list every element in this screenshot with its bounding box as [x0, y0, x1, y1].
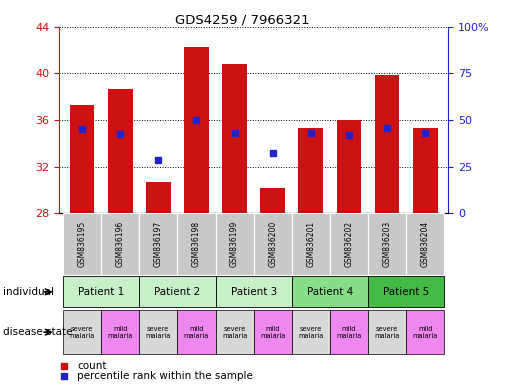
- Bar: [406, 213, 444, 275]
- Bar: [101, 213, 139, 275]
- Bar: [368, 310, 406, 354]
- Bar: [292, 276, 368, 307]
- Text: percentile rank within the sample: percentile rank within the sample: [77, 371, 253, 381]
- Bar: [222, 64, 247, 213]
- Bar: [139, 276, 215, 307]
- Bar: [63, 310, 101, 354]
- Text: GSM836199: GSM836199: [230, 221, 239, 267]
- Bar: [292, 310, 330, 354]
- Text: severe
malaria: severe malaria: [222, 326, 247, 339]
- Text: GSM836200: GSM836200: [268, 221, 277, 267]
- Text: severe
malaria: severe malaria: [298, 326, 323, 339]
- Text: GSM836203: GSM836203: [383, 221, 391, 267]
- Bar: [139, 213, 177, 275]
- Text: mild
malaria: mild malaria: [413, 326, 438, 339]
- Text: individual: individual: [3, 287, 54, 297]
- Text: GSM836195: GSM836195: [78, 221, 87, 267]
- Text: GSM836202: GSM836202: [345, 221, 353, 267]
- Bar: [298, 128, 323, 213]
- Text: GSM836197: GSM836197: [154, 221, 163, 267]
- Bar: [330, 213, 368, 275]
- Text: GSM836201: GSM836201: [306, 221, 315, 267]
- Text: count: count: [77, 361, 107, 371]
- Bar: [253, 213, 292, 275]
- Bar: [413, 128, 438, 213]
- Text: GSM836196: GSM836196: [116, 221, 125, 267]
- Bar: [146, 182, 171, 213]
- Text: Patient 2: Patient 2: [154, 287, 200, 297]
- Bar: [184, 47, 209, 213]
- Text: disease state: disease state: [3, 327, 72, 337]
- Text: Patient 1: Patient 1: [78, 287, 124, 297]
- Bar: [292, 213, 330, 275]
- Text: GSM836204: GSM836204: [421, 221, 430, 267]
- Bar: [108, 89, 132, 213]
- Bar: [139, 310, 177, 354]
- Text: GDS4259 / 7966321: GDS4259 / 7966321: [175, 13, 310, 26]
- Text: mild
malaria: mild malaria: [260, 326, 285, 339]
- Bar: [368, 213, 406, 275]
- Bar: [330, 310, 368, 354]
- Text: severe
malaria: severe malaria: [70, 326, 95, 339]
- Bar: [406, 310, 444, 354]
- Bar: [336, 120, 362, 213]
- Bar: [375, 74, 400, 213]
- Text: severe
malaria: severe malaria: [146, 326, 171, 339]
- Bar: [260, 187, 285, 213]
- Text: severe
malaria: severe malaria: [374, 326, 400, 339]
- Text: mild
malaria: mild malaria: [108, 326, 133, 339]
- Bar: [177, 213, 215, 275]
- Bar: [177, 310, 215, 354]
- Bar: [63, 276, 139, 307]
- Bar: [215, 213, 253, 275]
- Bar: [101, 310, 139, 354]
- Text: GSM836198: GSM836198: [192, 221, 201, 267]
- Bar: [215, 310, 253, 354]
- Bar: [63, 213, 101, 275]
- Text: Patient 4: Patient 4: [307, 287, 353, 297]
- Text: Patient 5: Patient 5: [383, 287, 429, 297]
- Bar: [368, 276, 444, 307]
- Text: Patient 3: Patient 3: [231, 287, 277, 297]
- Bar: [253, 310, 292, 354]
- Text: mild
malaria: mild malaria: [184, 326, 209, 339]
- Text: mild
malaria: mild malaria: [336, 326, 362, 339]
- Bar: [215, 276, 292, 307]
- Bar: [70, 105, 94, 213]
